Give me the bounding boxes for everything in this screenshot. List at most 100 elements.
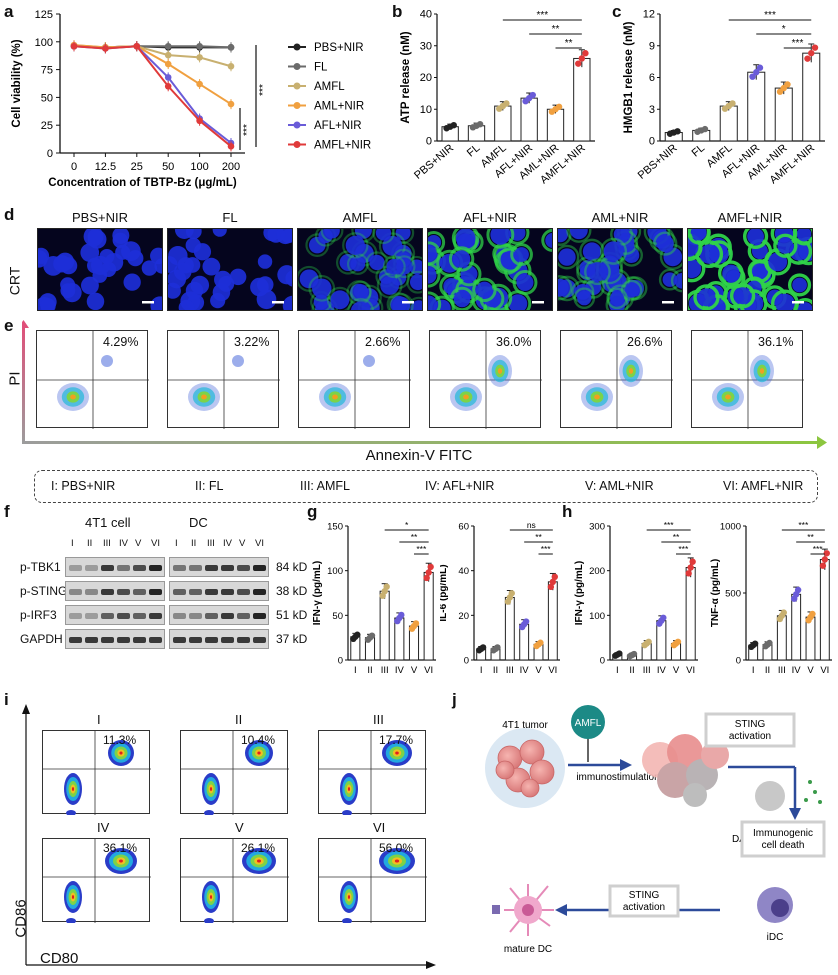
cd-facs-plot: 26.1% (180, 838, 289, 924)
annexin-percent: 2.66% (365, 335, 401, 349)
blot-band (173, 589, 186, 595)
blot-protein-label: GAPDH (20, 632, 63, 646)
scale-bar (792, 301, 804, 304)
blot-band (117, 613, 130, 619)
a-point (227, 100, 235, 108)
crt-image (427, 228, 553, 311)
crt-image (687, 228, 813, 311)
b-point (555, 103, 563, 110)
a-series-line (73, 45, 232, 148)
b-point (450, 121, 457, 129)
a-point (196, 54, 203, 61)
sting-activation-box-1 (704, 712, 796, 748)
g1-point (425, 569, 432, 576)
blot-strip (169, 605, 269, 625)
blot-lane-label: V (135, 538, 142, 549)
g1-point (354, 631, 361, 638)
panel-label-h: h (562, 502, 573, 521)
crt-image (297, 228, 423, 311)
cd-facs-title: VI (373, 820, 386, 835)
blot-protein-label: p-STING (20, 584, 68, 598)
cd-facs-title: IV (97, 820, 110, 835)
blot-band (85, 565, 98, 571)
a-point (164, 60, 172, 68)
a-point (227, 143, 235, 150)
blot-band (253, 589, 266, 595)
blot-band (189, 613, 202, 619)
annexin-facs-plot: 36.1% (691, 330, 804, 429)
sting-activation-box-2 (608, 884, 680, 918)
c-point (811, 44, 819, 51)
g2-point (551, 573, 558, 581)
blot-band (101, 637, 114, 643)
panel-label-f: f (4, 502, 10, 521)
h1-ytick: 0 (600, 656, 605, 667)
blot-band (85, 589, 98, 595)
cd-facs-plot: 10.4% (180, 730, 289, 816)
cd-facs-title: III (373, 712, 384, 727)
a-ytick: 125 (35, 9, 53, 21)
blot-size-label: 84 kD (276, 560, 308, 574)
blot-band (133, 613, 146, 619)
c-bar (747, 71, 766, 142)
g1-ytick: 150 (327, 522, 343, 533)
g1-xtick: VI (424, 665, 433, 676)
h1-point (685, 570, 692, 577)
c-bar (802, 52, 821, 142)
a-legend-marker (293, 82, 301, 90)
blot-band (101, 565, 114, 571)
g2-sig: ns (527, 520, 536, 530)
a-point (196, 80, 203, 88)
h2-sig: *** (813, 544, 824, 554)
h2-xtick: V (807, 665, 814, 676)
viability-line-chart: 0 25 50 75 100 125 0 12.5 25 50 100 200 Concentratio… (11, 9, 371, 189)
damaged-cells-icon (642, 734, 729, 807)
a-point (164, 74, 172, 81)
blot-band (173, 565, 186, 571)
h2-sig: *** (798, 520, 809, 530)
c-point (674, 128, 681, 135)
blot-band (237, 565, 250, 571)
blot-band (253, 613, 266, 619)
cd80-arrow-icon (426, 961, 436, 969)
a-legend-label: AMFL (314, 81, 345, 93)
g1-point (423, 574, 430, 582)
c-ytick: 3 (649, 104, 655, 116)
mature-dc-label: mature DC (504, 944, 552, 955)
c-sig: * (782, 24, 786, 35)
cd-axes (22, 704, 436, 969)
blot-strip (65, 605, 165, 625)
g2-xtick: III (506, 665, 514, 676)
blot-band (253, 637, 266, 643)
a-series-line (73, 44, 232, 105)
blot-band (117, 637, 130, 643)
cd-facs-plot: 11.3% (42, 730, 151, 816)
scale-bar (402, 301, 414, 304)
b-bar (520, 97, 538, 142)
cd-percent: 26.1% (241, 841, 276, 855)
b-ytick: 30 (420, 40, 432, 52)
blot-band (205, 613, 218, 619)
panel-label-g: g (307, 502, 318, 521)
blot-band (221, 565, 234, 571)
h2-ytick: 1000 (720, 522, 741, 533)
h2-sig: ** (807, 532, 814, 542)
blot-lane-label: II (191, 538, 197, 549)
group-legend-box: I: PBS+NIR II: FL III: AMFL IV: AFL+NIR V: A… (34, 470, 818, 503)
a-legend-marker (293, 121, 301, 129)
blot-band (189, 589, 202, 595)
annexin-percent: 36.1% (758, 335, 794, 349)
group-legend-item: IV: AFL+NIR (425, 479, 495, 493)
blot-cell-title: 4T1 cell (85, 515, 131, 530)
h2-ytick: 0 (736, 656, 741, 667)
annexin-facs-plot: 3.22% (167, 330, 280, 429)
b-bar (573, 57, 591, 142)
c-point (804, 55, 811, 62)
b-sig: ** (565, 38, 573, 49)
cd-facs-plot: 17.7% (318, 730, 427, 816)
c-ytick: 6 (649, 72, 655, 84)
blot-protein-label: p-IRF3 (20, 608, 57, 622)
